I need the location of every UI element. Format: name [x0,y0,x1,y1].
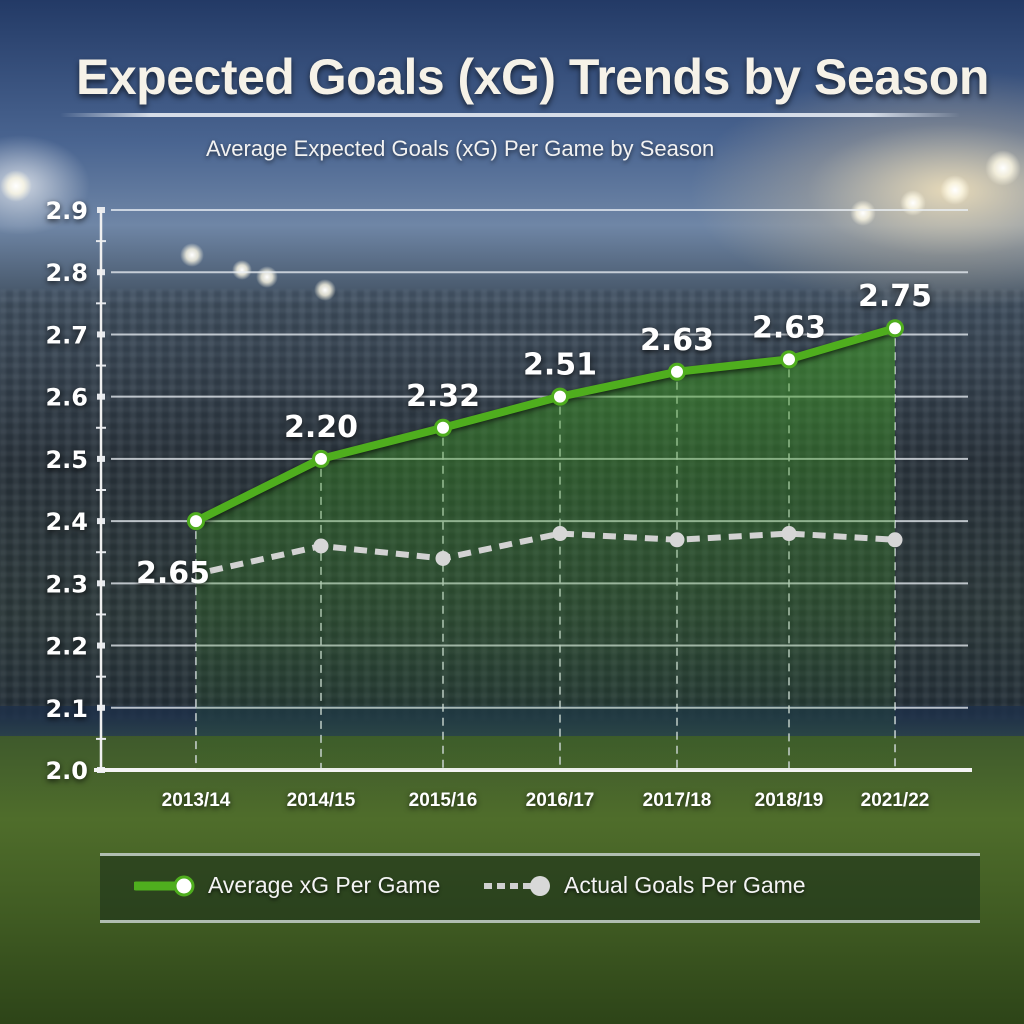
y-tick-label: 2.3 [45,570,88,598]
xg-area-fill [196,328,895,770]
stadium-light [940,175,970,205]
actual-goals-point[interactable] [669,532,685,548]
stadium-light [232,260,252,280]
series [187,319,904,574]
xg-point[interactable] [551,387,569,406]
x-tick-label: 2013/14 [162,790,231,811]
x-tick-label: 2021/22 [861,790,930,811]
stadium-light [314,279,336,301]
title-divider [60,113,960,117]
xg-data-label: 2.20 [284,410,358,445]
stadium-light [850,200,876,226]
y-tick-label: 2.1 [45,695,88,723]
xg-point[interactable] [312,449,330,468]
x-tick-label: 2018/19 [755,790,824,811]
xg-point[interactable] [886,319,904,338]
y-tick-label: 2.4 [45,508,88,536]
y-tick-label: 2.5 [45,446,88,474]
xg-data-label: 2.63 [752,310,826,345]
actual-data-label: 2.65 [136,556,210,591]
actual-goals-point[interactable] [781,526,797,542]
y-tick-label: 2.9 [45,197,88,225]
legend-label-actual: Actual Goals Per Game [564,872,806,898]
actual-goals-point[interactable] [313,538,329,554]
actual-goals-point[interactable] [887,532,903,548]
chart-subtitle: Average Expected Goals (xG) Per Game by … [206,136,715,161]
x-tick-label: 2014/15 [287,790,356,811]
xg-area [196,328,895,770]
legend-item-xg[interactable]: Average xG Per Game [134,872,440,899]
xg-point[interactable] [668,362,686,381]
y-tick-label: 2.7 [45,321,88,349]
legend: Average xG Per Game Actual Goals Per Gam… [100,853,980,923]
stadium-light [985,150,1021,186]
xg-data-label: 2.75 [858,279,932,314]
solid-line-circle-icon [134,875,195,896]
xg-data-label: 2.63 [640,323,714,358]
y-tick-label: 2.6 [45,384,88,412]
x-tick-label: 2016/17 [526,790,595,811]
actual-goals-point[interactable] [435,550,451,566]
y-tick-label: 2.2 [45,633,88,661]
legend-item-actual[interactable]: Actual Goals Per Game [482,872,806,899]
data-labels: 2.20 2.32 2.51 2.63 2.63 2.75 2.65 [136,279,932,591]
x-tick-label: 2015/16 [409,790,478,811]
xg-point[interactable] [434,418,452,437]
chart-title: Expected Goals (xG) Trends by Season [76,49,989,105]
xg-point[interactable] [780,350,798,369]
legend-label-xg: Average xG Per Game [208,872,441,898]
xg-data-label: 2.51 [523,348,597,383]
stadium-light [180,243,204,267]
xg-data-label: 2.32 [406,379,480,414]
xg-point[interactable] [187,512,205,531]
actual-goals-point[interactable] [552,526,568,542]
y-tick-label: 2.8 [45,259,88,287]
stadium-light [0,170,32,202]
y-tick-label: 2.0 [45,757,88,785]
dashed-line-circle-icon [484,875,550,896]
stadium-light [900,190,926,216]
x-tick-label: 2017/18 [643,790,712,811]
